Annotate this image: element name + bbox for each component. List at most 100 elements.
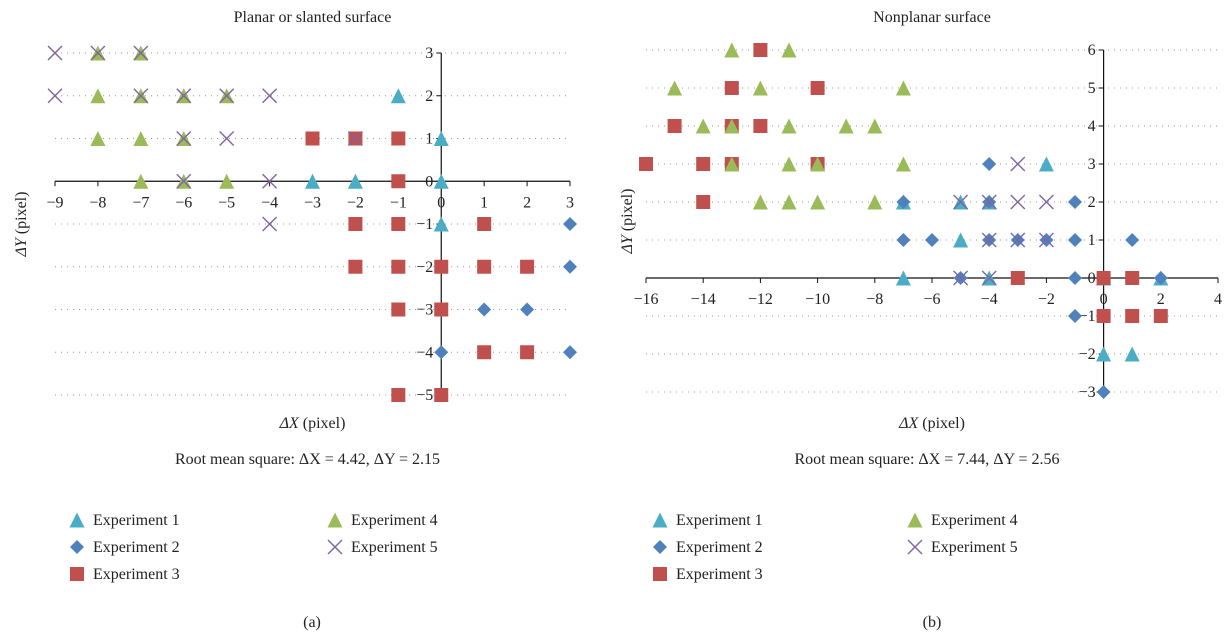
legend-label: Experiment 1 xyxy=(676,512,763,529)
data-point xyxy=(133,45,149,61)
data-point xyxy=(1038,156,1054,172)
data-point xyxy=(47,88,63,104)
data-point xyxy=(696,157,711,171)
data-point xyxy=(753,119,768,133)
y-tick-label: −1 xyxy=(1079,308,1096,325)
data-point xyxy=(433,216,449,232)
legend: Experiment 1 Experiment 2 Experiment 3 Expe… xyxy=(652,512,1018,583)
data-point xyxy=(520,302,535,317)
data-point xyxy=(953,194,969,210)
data-point xyxy=(348,259,363,274)
legend-label: Experiment 5 xyxy=(351,539,438,556)
data-point xyxy=(1010,271,1025,285)
x-tick-label: −8 xyxy=(866,291,883,308)
data-point xyxy=(1010,232,1026,248)
x-tick-label: −14 xyxy=(691,291,716,308)
y-tick-labels: −3 −2 −1 0 1 2 3 4 5 6 xyxy=(1079,42,1104,401)
chart-title: Nonplanar surface xyxy=(873,9,991,26)
x-tick-label: −12 xyxy=(748,291,773,308)
data-point xyxy=(867,194,883,210)
data-point xyxy=(724,42,740,58)
legend-item: Experiment 3 xyxy=(70,566,180,583)
data-point xyxy=(1125,233,1140,247)
legend: Experiment 1 Experiment 2 Experiment 3 Expe… xyxy=(69,512,438,583)
series-1 xyxy=(895,156,1169,362)
data-point xyxy=(781,118,797,134)
y-axis-label: ΔY (pixel) xyxy=(13,192,30,258)
x-tick-label: −8 xyxy=(89,194,106,211)
data-point xyxy=(176,88,192,104)
x-tick-label: 2 xyxy=(1157,291,1165,308)
data-point xyxy=(667,119,682,133)
legend-marker xyxy=(327,539,343,555)
legend-marker xyxy=(653,540,667,554)
legend-label: Experiment 3 xyxy=(93,566,180,583)
legend-marker xyxy=(69,512,85,528)
data-point xyxy=(133,131,149,146)
series-5 xyxy=(47,45,363,232)
data-point xyxy=(867,118,883,134)
y-axis-label-symbol: ΔY xyxy=(13,236,30,257)
legend-item: Experiment 4 xyxy=(327,512,438,529)
legend-marker-stroke-b xyxy=(907,539,923,555)
legend-marker xyxy=(327,512,343,528)
data-point xyxy=(391,217,406,231)
grid-lines xyxy=(55,52,570,396)
data-point-stroke-b xyxy=(1010,232,1026,248)
data-point xyxy=(1153,309,1168,323)
data-point xyxy=(563,345,577,360)
x-axis-label-symbol: ΔX xyxy=(898,415,919,432)
data-point-stroke-b xyxy=(47,45,63,61)
data-point xyxy=(390,88,406,104)
data-point xyxy=(477,217,492,231)
data-point xyxy=(347,131,363,146)
data-point xyxy=(391,259,406,274)
data-point xyxy=(477,345,492,360)
y-tick-label: −1 xyxy=(416,216,433,233)
data-point xyxy=(433,131,449,146)
data-point xyxy=(895,270,911,286)
data-point-stroke-b xyxy=(176,131,192,146)
data-point xyxy=(391,302,406,317)
data-point xyxy=(391,131,406,146)
y-tick-label: −2 xyxy=(416,259,433,276)
data-point xyxy=(434,345,449,360)
rms-caption: Root mean square: ΔX = 7.44, ΔY = 2.56 xyxy=(794,451,1059,468)
x-tick-label: −1 xyxy=(390,194,407,211)
x-tick-label: −2 xyxy=(347,194,364,211)
y-tick-label: 4 xyxy=(1088,118,1096,135)
panel-label: (a) xyxy=(303,614,321,631)
data-point xyxy=(781,42,797,58)
x-tick-label: −6 xyxy=(923,291,940,308)
data-point xyxy=(753,43,768,57)
data-point xyxy=(262,216,278,232)
data-point xyxy=(433,173,449,189)
data-point xyxy=(696,195,711,209)
legend-marker xyxy=(70,567,84,581)
y-tick-label: 1 xyxy=(1088,232,1096,249)
data-point xyxy=(667,80,683,96)
data-point xyxy=(434,302,449,317)
x-tick-label: −4 xyxy=(261,194,278,211)
data-point xyxy=(1096,346,1112,362)
x-tick-label: −5 xyxy=(218,194,235,211)
data-point xyxy=(1124,346,1140,362)
data-point xyxy=(895,80,911,96)
legend-item: Experiment 5 xyxy=(327,539,438,556)
x-axis-label: ΔX (pixel) xyxy=(898,415,965,432)
x-tick-label: 1 xyxy=(480,194,488,211)
rms-caption: Root mean square: ΔX = 4.42, ΔY = 2.15 xyxy=(175,451,440,468)
legend-marker xyxy=(652,512,668,528)
legend-item: Experiment 1 xyxy=(652,512,763,529)
x-tick-label: −16 xyxy=(633,291,658,308)
data-point xyxy=(1038,194,1054,210)
data-point xyxy=(1010,156,1026,172)
data-point xyxy=(639,157,653,171)
data-point xyxy=(90,131,106,146)
data-point-stroke-b xyxy=(1010,194,1026,210)
data-point xyxy=(981,270,997,286)
data-point xyxy=(724,118,740,134)
y-tick-label: 1 xyxy=(425,131,433,148)
